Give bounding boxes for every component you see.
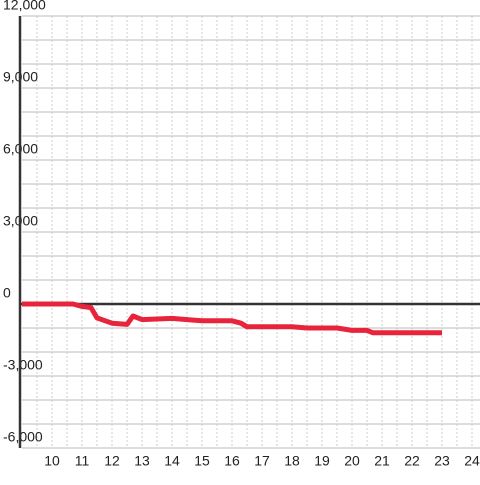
x-tick-label: 16 [224, 453, 240, 469]
x-tick-label: 14 [164, 453, 180, 469]
x-tick-label: 12 [104, 453, 120, 469]
x-tick-label: 13 [134, 453, 150, 469]
x-tick-label: 20 [344, 453, 360, 469]
data-line [22, 301, 442, 336]
y-tick-label: -6,000 [3, 429, 43, 445]
y-tick-label: 12,000 [3, 0, 46, 13]
y-tick-label: -3,000 [3, 357, 43, 373]
x-tick-label: 21 [374, 453, 390, 469]
x-tick-label: 10 [44, 453, 60, 469]
x-tick-label: 18 [284, 453, 300, 469]
x-tick-label: 19 [314, 453, 330, 469]
x-tick-label: 22 [404, 453, 420, 469]
x-tick-label: 23 [434, 453, 450, 469]
x-tick-label: 17 [254, 453, 270, 469]
x-tick-label: 24 [464, 453, 480, 469]
x-tick-label: 11 [75, 453, 90, 469]
x-tick-label: 15 [194, 453, 210, 469]
y-tick-label: 0 [3, 285, 11, 301]
